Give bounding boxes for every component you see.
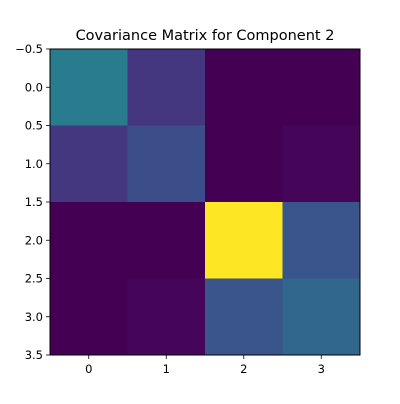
heatmap-cell-r2-c2 xyxy=(205,202,283,279)
x-axis: 0 1 2 3 xyxy=(85,355,325,376)
heatmap-cell-r1-c3 xyxy=(282,125,361,203)
chart-title: Covariance Matrix for Component 2 xyxy=(76,28,335,44)
y-tick-label-6: 2.5 xyxy=(25,272,43,286)
heatmap-cell-r0-c0 xyxy=(50,49,128,126)
y-tick-label-3: 1.0 xyxy=(25,157,43,171)
y-tick-label-0: −0.5 xyxy=(15,42,43,56)
heatmap-cell-r3-c1 xyxy=(127,278,206,356)
x-tick-label-0: 0 xyxy=(85,362,92,376)
y-tick-label-5: 2.0 xyxy=(25,233,43,247)
heatmap-cell-r0-c1 xyxy=(127,49,206,126)
heatmap-cell-r0-c3 xyxy=(282,49,361,126)
x-tick-label-3: 3 xyxy=(318,362,325,376)
y-axis: −0.5 0.0 0.5 1.0 1.5 2.0 2.5 3.0 3.5 xyxy=(15,42,50,362)
heatmap-cells xyxy=(50,49,361,356)
heatmap-cell-r3-c3 xyxy=(282,278,361,356)
heatmap-cell-r3-c0 xyxy=(50,278,128,356)
y-tick-label-1: 0.0 xyxy=(25,80,43,94)
heatmap-cell-r1-c1 xyxy=(127,125,206,203)
heatmap-cell-r0-c2 xyxy=(205,49,283,126)
y-tick-label-2: 0.5 xyxy=(25,119,43,133)
x-tick-label-2: 2 xyxy=(240,362,247,376)
heatmap-cell-r1-c2 xyxy=(205,125,283,203)
heatmap-cell-r2-c3 xyxy=(282,202,361,279)
heatmap-cell-r2-c1 xyxy=(127,202,206,279)
heatmap-cell-r2-c0 xyxy=(50,202,128,279)
y-tick-label-4: 1.5 xyxy=(25,195,43,209)
heatmap-cell-r1-c0 xyxy=(50,125,128,203)
y-tick-label-7: 3.0 xyxy=(25,310,43,324)
x-tick-label-1: 1 xyxy=(163,362,170,376)
heatmap-cell-r3-c2 xyxy=(205,278,283,356)
y-tick-label-8: 3.5 xyxy=(25,348,43,362)
